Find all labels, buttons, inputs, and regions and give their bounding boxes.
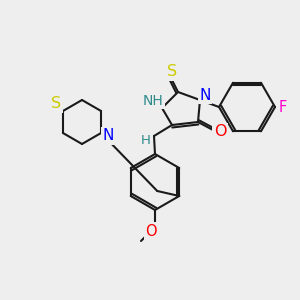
Text: F: F bbox=[279, 100, 287, 115]
Text: S: S bbox=[167, 64, 177, 80]
Text: S: S bbox=[51, 97, 61, 112]
Text: H: H bbox=[141, 134, 151, 146]
Text: N: N bbox=[199, 88, 211, 103]
Text: N: N bbox=[102, 128, 114, 143]
Text: O: O bbox=[145, 224, 157, 238]
Text: O: O bbox=[214, 124, 226, 140]
Text: NH: NH bbox=[142, 94, 164, 108]
